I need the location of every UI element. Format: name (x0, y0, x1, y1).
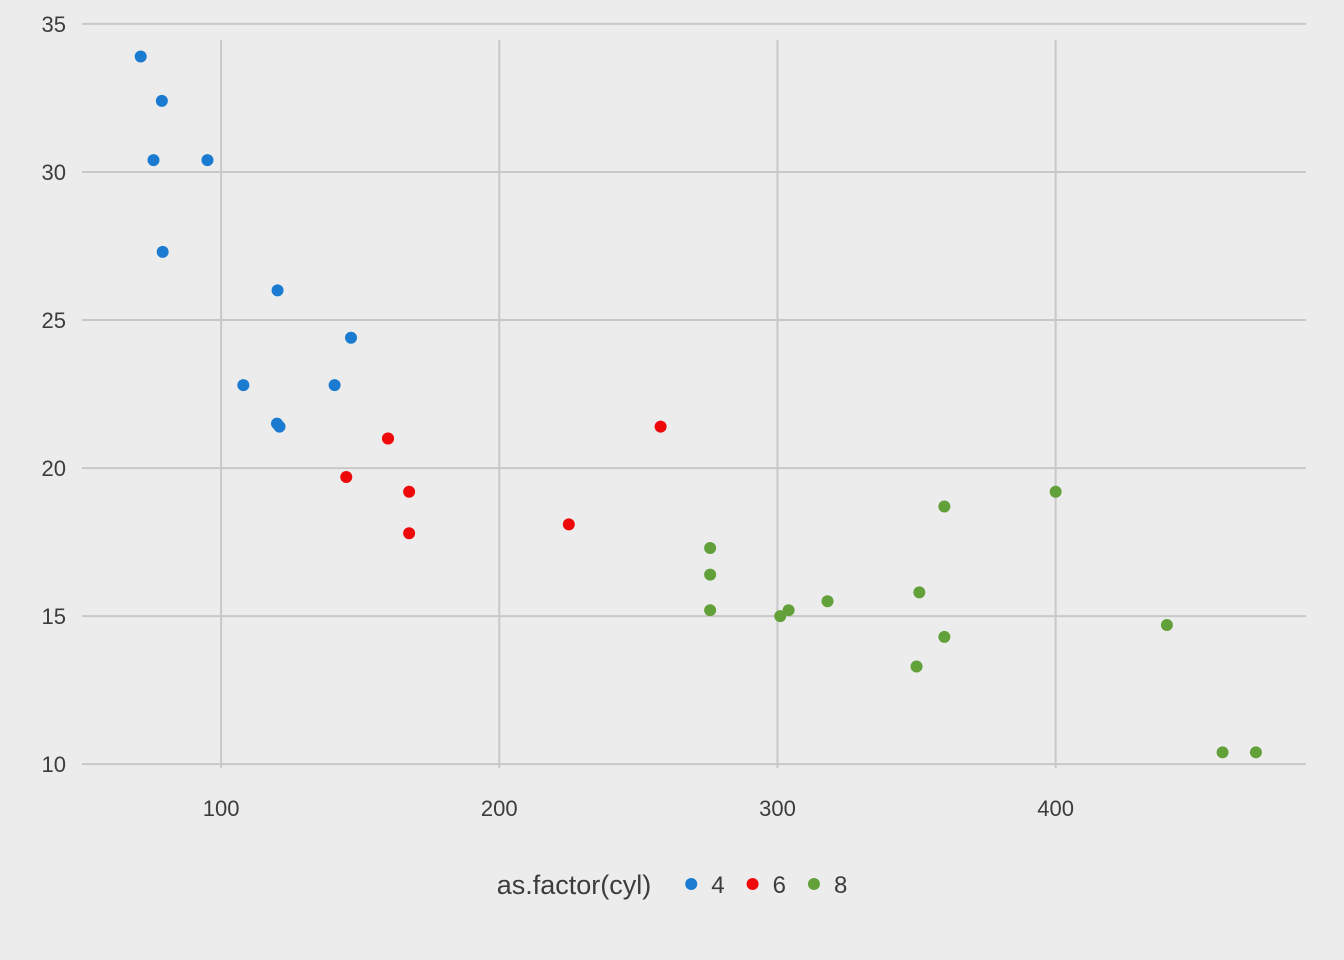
data-point-cyl-6 (403, 485, 416, 498)
data-point-cyl-8 (1216, 746, 1229, 759)
data-point-cyl-8 (938, 500, 951, 513)
data-point-cyl-4 (147, 154, 160, 167)
legend-title: as.factor(cyl) (497, 870, 652, 900)
data-point-cyl-8 (938, 630, 951, 643)
legend-label-6: 6 (773, 872, 786, 899)
y-tick-label: 10 (42, 752, 66, 777)
x-tick-label: 300 (759, 796, 796, 821)
y-tick-label: 25 (42, 308, 66, 333)
y-tick-label: 15 (42, 604, 66, 629)
data-point-cyl-6 (340, 470, 353, 483)
data-point-cyl-6 (382, 432, 394, 445)
legend-label-4: 4 (711, 872, 724, 899)
data-point-cyl-8 (704, 568, 717, 581)
data-point-cyl-6 (654, 420, 667, 433)
axes: 10 15 20 25 30 35 100 200 300 400 (42, 12, 1074, 821)
data-point-cyl-4 (273, 420, 286, 433)
data-point-cyl-8 (704, 604, 717, 617)
legend-key-8 (807, 878, 820, 890)
y-tick-label: 30 (42, 160, 66, 185)
data-point-cyl-6 (403, 527, 416, 540)
legend-key-6 (746, 878, 759, 890)
data-point-cyl-8 (910, 660, 923, 673)
grid (82, 22, 1306, 768)
data-point-cyl-8 (1249, 746, 1262, 759)
data-point-cyl-4 (155, 94, 168, 107)
data-point-cyl-8 (704, 542, 717, 555)
data-point-cyl-8 (782, 604, 795, 617)
data-point-cyl-4 (328, 379, 341, 392)
data-point-cyl-4 (134, 50, 147, 63)
data-point-cyl-4 (156, 245, 169, 258)
x-tick-label: 400 (1037, 796, 1074, 821)
data-point-cyl-8 (821, 595, 834, 608)
data-point-cyl-4 (237, 379, 250, 392)
data-point-cyl-8 (1049, 485, 1062, 498)
legend-key-4 (685, 878, 698, 890)
x-tick-label: 200 (481, 796, 518, 821)
data-point-cyl-8 (774, 610, 787, 623)
legend-label-8: 8 (834, 872, 847, 899)
data-point-cyl-6 (562, 518, 575, 531)
y-tick-label: 35 (42, 12, 66, 37)
x-tick-label: 100 (203, 796, 240, 821)
legend: as.factor(cyl) 4 6 8 (497, 870, 848, 900)
data-point-cyl-8 (913, 586, 926, 599)
data-points (134, 50, 1262, 759)
data-point-cyl-8 (1160, 618, 1173, 631)
data-point-cyl-4 (345, 331, 358, 344)
data-point-cyl-4 (201, 154, 214, 167)
y-tick-label: 20 (42, 456, 66, 481)
data-point-cyl-4 (271, 284, 284, 297)
